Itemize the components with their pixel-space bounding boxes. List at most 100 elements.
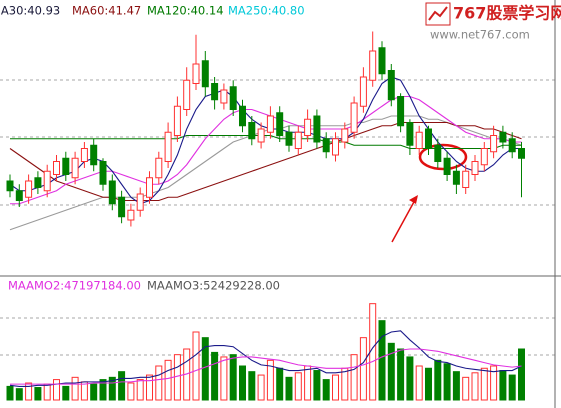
volume-bar <box>490 365 498 401</box>
candle-body <box>136 193 144 211</box>
legend-entry: MA250:40.80 <box>228 4 305 18</box>
volume-bar <box>304 365 312 401</box>
volume-bar <box>192 331 200 401</box>
volume-bar <box>62 385 70 401</box>
candle-body <box>239 105 246 127</box>
volume-bar <box>266 359 274 401</box>
volume-bar <box>294 372 302 401</box>
volume-bar <box>6 385 14 401</box>
volume-bar <box>173 354 181 401</box>
volume-bar <box>201 337 209 401</box>
volume-bar <box>71 376 79 401</box>
candle-body <box>15 190 23 201</box>
volume-bar <box>136 379 144 401</box>
volume-bar <box>415 365 423 401</box>
candle-body <box>313 115 321 143</box>
volume-bar <box>25 382 33 401</box>
legend-entry: MA60:41.47 <box>72 4 141 18</box>
volume-bar <box>434 359 442 401</box>
candle-body <box>266 115 274 133</box>
volume-bar <box>425 367 432 401</box>
volume-bar <box>257 374 265 401</box>
candle-body <box>415 131 423 149</box>
candle-body <box>425 128 432 149</box>
candle-body <box>220 89 228 104</box>
volume-bar <box>127 382 135 401</box>
candle-body <box>192 63 200 84</box>
volume-bar <box>406 356 414 401</box>
volume-bar <box>518 348 525 401</box>
volume-bar <box>146 374 153 401</box>
volume-bar <box>276 367 284 401</box>
candle-body <box>443 157 451 175</box>
annotation-arrow <box>391 199 416 243</box>
legend-entry: MA120:40.14 <box>147 4 224 18</box>
logo-url: www.net767.com <box>430 28 530 42</box>
candle-body <box>164 131 172 162</box>
ma-line <box>9 115 522 231</box>
volume-bar <box>313 370 321 401</box>
volume-bar <box>164 359 172 401</box>
volume-bar <box>220 356 228 401</box>
volume-bar <box>443 363 451 401</box>
volume-bar <box>341 367 349 401</box>
volume-bar <box>350 354 358 401</box>
candle-body <box>499 131 507 143</box>
candle-body <box>211 83 219 101</box>
volume-bar <box>499 370 507 401</box>
annotation-arrowhead <box>409 195 418 204</box>
watermark: 767股票学习网 www.net767.com <box>425 2 561 42</box>
candle-body <box>43 170 51 192</box>
candle-body <box>71 157 79 179</box>
candle-body <box>25 180 33 198</box>
candle-body <box>127 209 135 221</box>
candle-body <box>276 112 284 136</box>
candle-body <box>480 148 488 166</box>
legend-entry: MAAMO3:52429228.00 <box>147 279 280 293</box>
ma-line <box>9 121 522 202</box>
candle-body <box>34 177 42 188</box>
volume-bar <box>229 354 237 401</box>
volume-bar <box>248 371 256 401</box>
legend-entry: MAAMO2:47197184.00 <box>8 279 141 293</box>
candle-body <box>387 70 395 101</box>
candle-body <box>350 102 358 133</box>
volume-bar <box>480 367 488 401</box>
volume-bar <box>155 365 163 401</box>
legend-entry: MA30:40.93 <box>0 4 60 18</box>
candle-body <box>518 148 525 159</box>
volume-bar <box>108 376 116 401</box>
logo-arrow <box>428 6 448 21</box>
candle-body <box>341 128 349 143</box>
candle-body <box>294 131 302 149</box>
candle-body <box>108 180 116 205</box>
highlight-circle <box>418 143 468 171</box>
volume-bar <box>452 371 460 401</box>
volume-bar <box>378 320 386 401</box>
candle-body <box>90 144 98 166</box>
volume-bar <box>471 372 479 401</box>
candle-body <box>397 96 405 127</box>
candle-body <box>173 105 181 136</box>
candle-body <box>452 170 460 185</box>
logo-brand: 767股票学习网 <box>453 4 561 23</box>
candle-body <box>248 122 256 140</box>
volume-bar <box>508 374 516 401</box>
volume-bar <box>15 388 23 401</box>
ma-line <box>10 348 522 385</box>
candle-body <box>304 118 312 136</box>
candle-body <box>359 76 367 107</box>
volume-bar <box>118 371 126 401</box>
candle-body <box>183 79 191 110</box>
candle-body <box>332 138 339 156</box>
volume-bar <box>43 383 51 401</box>
plot-layer: MA30:40.93 MA60:41.47 MA120:40.14 MA250:40.… <box>0 4 525 401</box>
volume-bar <box>462 376 470 401</box>
ma-line <box>9 330 522 387</box>
volume-bar <box>387 342 395 401</box>
candle-body <box>229 86 237 110</box>
candle-body <box>155 157 163 179</box>
candle-body <box>462 170 470 188</box>
